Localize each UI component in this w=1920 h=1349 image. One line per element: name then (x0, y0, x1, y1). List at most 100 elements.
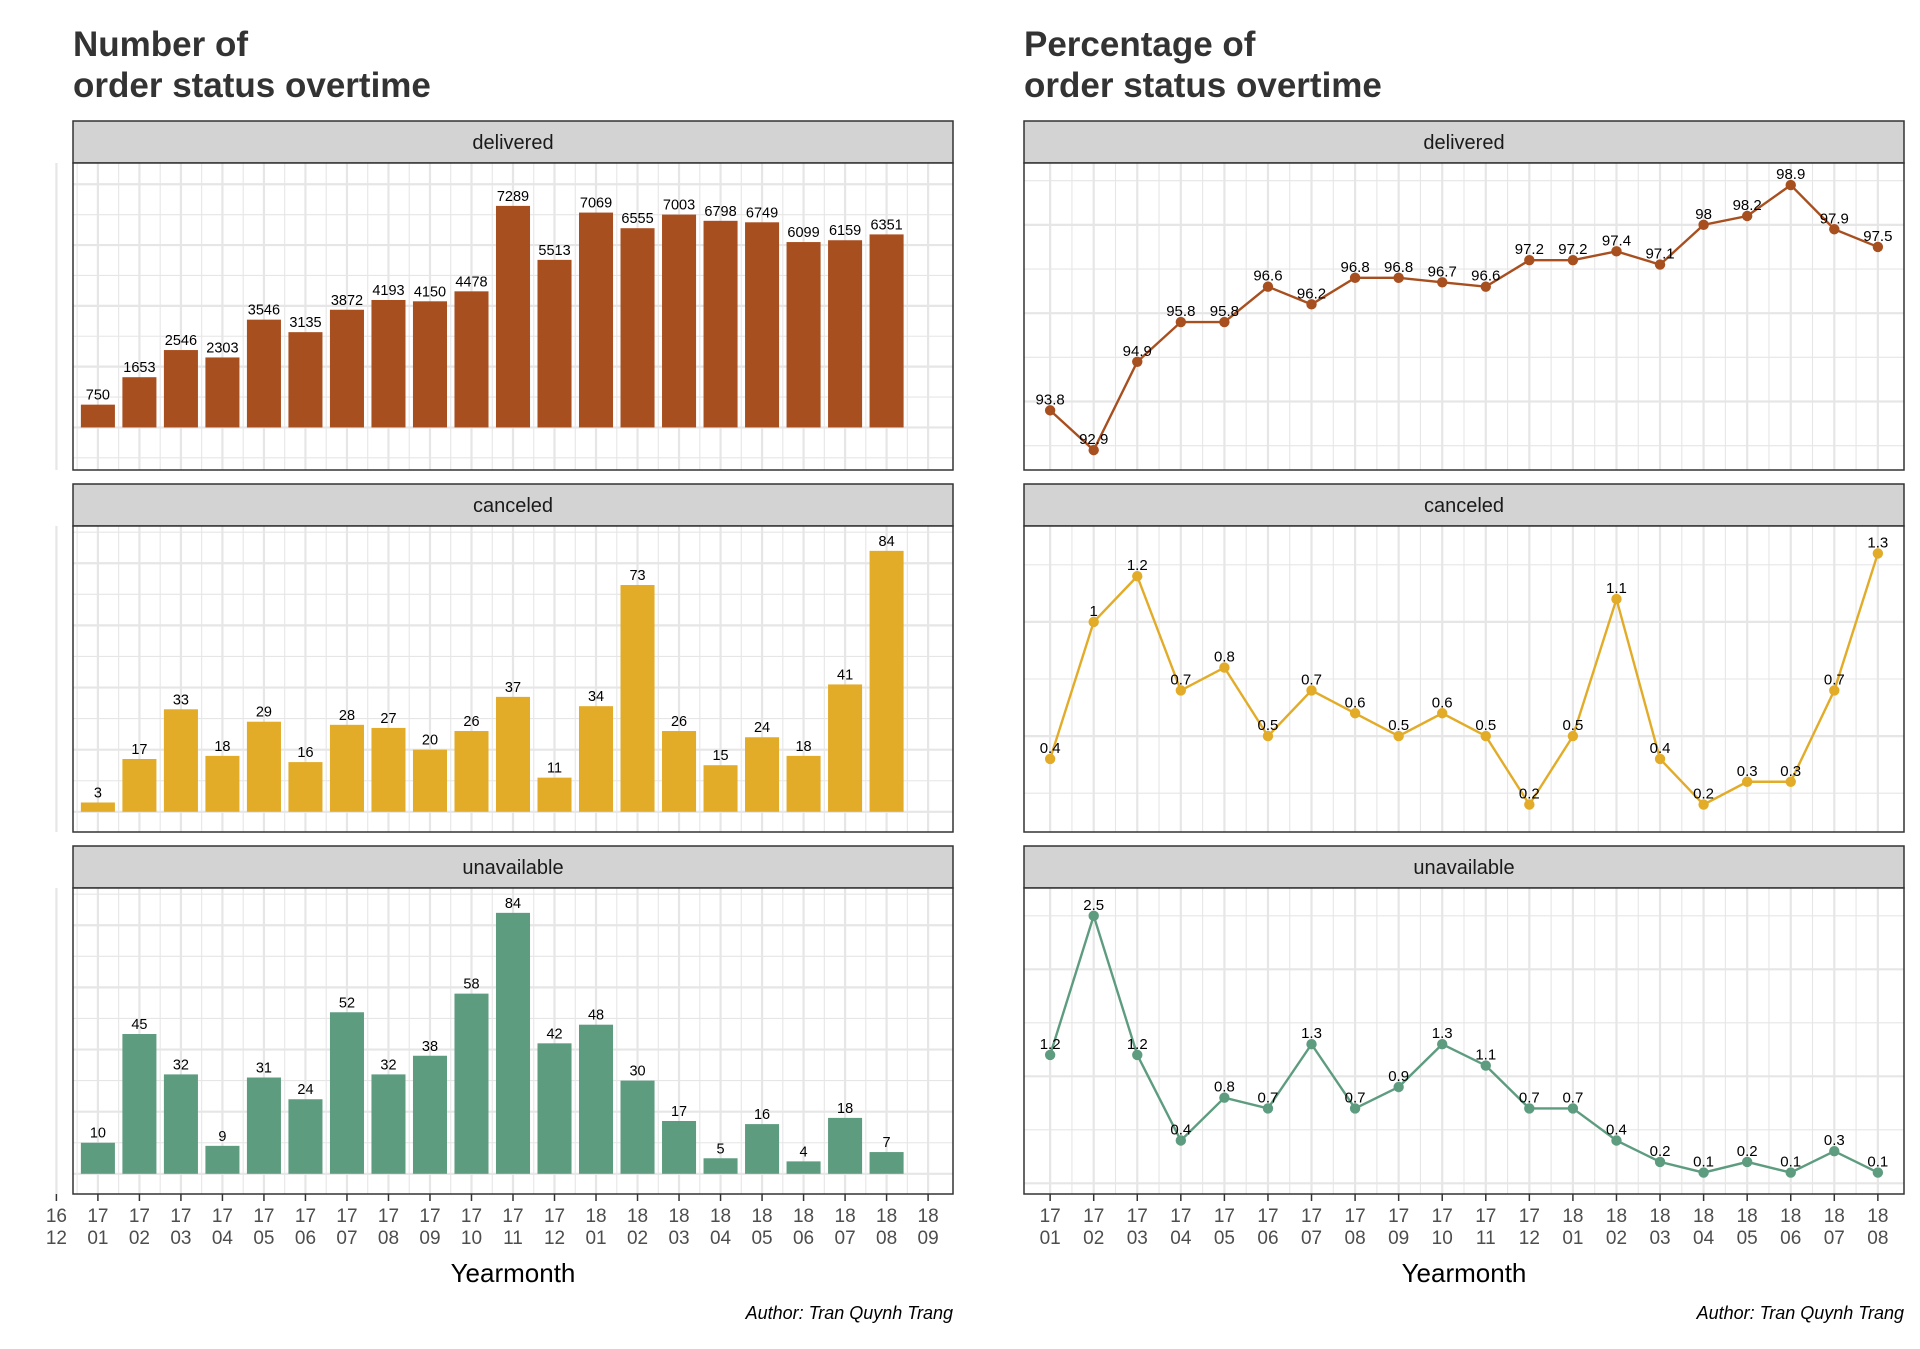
x-axis-title: Yearmonth (451, 1258, 576, 1288)
bar-canceled (371, 727, 406, 812)
bar-unavailable (454, 993, 489, 1174)
data-label: 24 (754, 720, 770, 736)
x-axis: 17 01 17 02 17 03 17 04 17 05 17 06 17 07 17 08 17 09 17 10… (1040, 1194, 1888, 1249)
data-label: 96.6 (1471, 268, 1500, 285)
bar-canceled (205, 755, 240, 812)
x-tick-label: 18 02 (627, 1206, 648, 1249)
bar-delivered (454, 291, 489, 428)
data-label: 28 (339, 708, 355, 724)
percentage-chart: Percentage of order status overtime delive… (1023, 25, 1905, 1323)
point-unavailable (1349, 1103, 1361, 1114)
bar-delivered (412, 301, 447, 428)
data-label: 84 (505, 896, 521, 912)
point-unavailable (1262, 1103, 1274, 1114)
facet-strip-label: canceled (1424, 495, 1504, 517)
data-label: 2546 (165, 333, 197, 349)
point-canceled (1829, 685, 1840, 696)
data-label: 0.2 (1737, 1143, 1758, 1160)
x-tick-label: 18 02 (1606, 1206, 1627, 1249)
point-canceled (1611, 593, 1622, 605)
facet-unavailable: unavailable10453293124523238588442483017… (55, 845, 954, 1195)
point-unavailable (1872, 1167, 1884, 1178)
panel-frame (1023, 887, 1905, 1195)
bar-canceled (454, 731, 489, 812)
facet-delivered: delivered 93.8 92.9 94.9 95.8 95.8 96.6 96.2 96.… (1023, 120, 1905, 471)
bar-canceled (80, 802, 115, 812)
data-label: 0.7 (1258, 1089, 1279, 1106)
x-tick-label: 17 01 (87, 1206, 108, 1249)
point-unavailable (1785, 1167, 1796, 1178)
bar-canceled (828, 684, 863, 812)
data-label: 1.3 (1867, 534, 1888, 551)
bar-delivered (371, 299, 406, 428)
x-tick-label: 17 04 (1170, 1206, 1192, 1249)
data-label: 16 (297, 745, 313, 761)
series-line-unavailable (1048, 911, 1879, 1174)
data-label: 0.8 (1214, 1079, 1235, 1096)
bar-unavailable (246, 1077, 281, 1174)
data-label: 0.1 (1693, 1154, 1714, 1171)
data-label: 26 (463, 714, 479, 730)
point-canceled (1175, 685, 1187, 696)
series-line-delivered (1049, 183, 1879, 453)
data-label: 32 (173, 1057, 189, 1073)
panel-frame (1023, 525, 1905, 833)
x-tick-label: 18 05 (751, 1206, 772, 1249)
point-delivered (1349, 272, 1361, 284)
data-label: 73 (629, 568, 645, 584)
data-label: 0.4 (1040, 740, 1061, 757)
bar-unavailable (371, 1074, 406, 1174)
x-tick-label: 18 04 (710, 1206, 732, 1249)
data-label: 96.8 (1340, 259, 1369, 276)
bar-unavailable (745, 1124, 780, 1174)
data-label: 0.3 (1737, 763, 1758, 780)
bar-delivered (80, 404, 115, 428)
data-label: 3546 (248, 303, 280, 319)
x-tick-label: 18 07 (835, 1206, 856, 1249)
point-unavailable (1175, 1135, 1187, 1146)
bar-delivered (662, 214, 697, 428)
gridlines (1024, 163, 1904, 470)
bar-unavailable (205, 1145, 240, 1174)
bar-canceled (288, 762, 323, 812)
data-label: 97.9 (1820, 210, 1849, 227)
data-label: 6351 (870, 217, 902, 233)
x-tick-label: 18 08 (1867, 1206, 1888, 1249)
data-label: 1.1 (1606, 580, 1627, 597)
data-label: 0.3 (1824, 1132, 1845, 1149)
facet-delivered: delivered 750 1653 2546 2303 3546 3135 3872 4193… (55, 120, 954, 471)
data-label: 42 (546, 1026, 562, 1042)
bar-canceled (579, 706, 614, 812)
point-canceled (1349, 708, 1361, 719)
bar-canceled (329, 724, 364, 812)
point-unavailable (1306, 1039, 1317, 1050)
data-label: 0.3 (1780, 763, 1801, 780)
point-unavailable (1219, 1092, 1230, 1103)
x-tick-label: 17 08 (1345, 1206, 1366, 1249)
data-label: 9 (218, 1129, 226, 1145)
data-label: 34 (588, 689, 604, 705)
point-unavailable (1829, 1146, 1840, 1157)
x-tick-label: 18 04 (1693, 1206, 1715, 1249)
point-delivered (1611, 246, 1622, 257)
bar-unavailable (869, 1152, 904, 1174)
bar-canceled (412, 749, 447, 812)
point-unavailable (1393, 1081, 1404, 1093)
data-label: 20 (422, 733, 438, 749)
bar-unavailable (122, 1034, 157, 1174)
data-label: 1.3 (1301, 1025, 1322, 1042)
point-delivered (1044, 405, 1056, 416)
x-tick-label: 17 06 (1257, 1206, 1278, 1249)
point-unavailable (1567, 1103, 1579, 1114)
facet-strip-label: canceled (473, 495, 553, 517)
x-tick-label: 18 06 (793, 1206, 814, 1249)
bar-canceled (786, 755, 821, 812)
data-label: 41 (837, 667, 853, 683)
facet-unavailable: unavailable 1.2 2.5 1.2 0.4 0.8 0.7 1.3 0.7 0.9 1.… (1023, 845, 1905, 1195)
facet-strip (1023, 483, 1905, 527)
data-label: 84 (879, 534, 895, 550)
point-delivered (1785, 179, 1796, 191)
x-tick-label: 17 10 (461, 1206, 482, 1249)
